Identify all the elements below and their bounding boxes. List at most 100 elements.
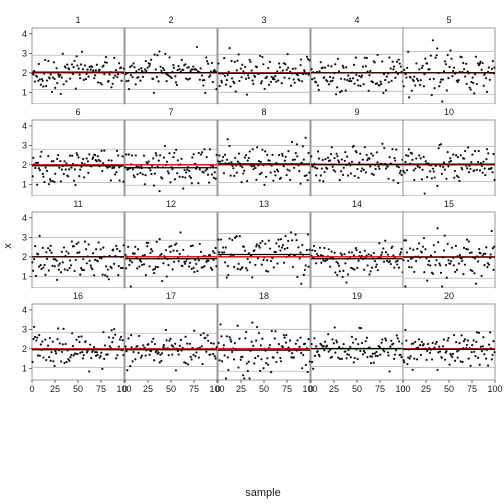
data-point	[329, 265, 332, 268]
data-point	[294, 233, 297, 236]
panel-2: 2	[124, 12, 218, 105]
data-point	[290, 140, 294, 144]
data-point	[96, 155, 99, 158]
data-point	[489, 253, 492, 256]
data-point	[363, 146, 366, 149]
data-point	[226, 356, 229, 359]
data-point	[40, 77, 44, 81]
data-point	[73, 59, 76, 63]
data-point	[315, 81, 318, 84]
data-point	[282, 334, 285, 337]
data-point	[69, 356, 72, 359]
data-point	[257, 244, 261, 247]
y-tick-label: 1	[22, 363, 27, 373]
data-point	[225, 158, 229, 161]
data-point	[354, 56, 357, 59]
data-point	[436, 368, 439, 372]
panel-plot-area	[217, 27, 311, 105]
data-point	[217, 341, 220, 345]
data-point	[390, 79, 393, 82]
data-point	[119, 266, 122, 270]
data-point	[313, 77, 316, 80]
data-point	[279, 360, 283, 363]
data-point	[475, 340, 478, 343]
panel-strip	[32, 196, 124, 212]
y-tick-label: 3	[22, 324, 27, 334]
data-point	[148, 353, 151, 356]
data-point	[186, 363, 190, 366]
data-point	[412, 342, 415, 345]
data-point	[288, 339, 292, 342]
data-point	[482, 160, 485, 163]
data-point	[417, 79, 420, 82]
data-point	[348, 77, 352, 80]
data-point	[118, 62, 121, 65]
data-point	[407, 148, 410, 151]
data-point	[219, 323, 222, 326]
data-point	[420, 178, 423, 181]
data-point	[299, 251, 302, 254]
data-point	[127, 79, 130, 82]
data-point	[406, 362, 409, 366]
data-point	[67, 175, 70, 178]
data-point	[487, 152, 490, 155]
data-point	[51, 264, 54, 268]
data-point	[50, 90, 54, 94]
data-point	[121, 266, 124, 270]
data-point	[490, 67, 494, 71]
data-point	[189, 176, 193, 179]
data-point	[44, 273, 47, 276]
data-point	[426, 62, 429, 65]
data-point	[378, 242, 381, 245]
data-point	[132, 174, 135, 177]
data-point	[303, 69, 306, 72]
data-point	[56, 338, 59, 341]
data-point	[94, 69, 97, 72]
data-point	[284, 234, 287, 238]
data-point	[357, 259, 360, 262]
data-point	[38, 354, 41, 357]
data-point	[139, 356, 143, 359]
data-point	[88, 259, 91, 262]
data-point	[135, 70, 138, 73]
data-point	[117, 345, 120, 348]
panel-strip	[125, 196, 217, 212]
data-point	[397, 166, 400, 169]
data-point	[327, 248, 330, 251]
data-point	[350, 160, 354, 163]
data-point	[344, 89, 347, 92]
data-point	[67, 358, 70, 361]
data-point	[282, 62, 285, 65]
data-point	[320, 343, 323, 347]
data-point	[183, 168, 186, 172]
data-point	[394, 76, 397, 79]
data-point	[137, 76, 140, 79]
data-point	[381, 338, 384, 341]
data-point	[218, 154, 221, 157]
data-point	[349, 356, 352, 359]
data-point	[292, 356, 295, 359]
data-point	[253, 75, 257, 79]
data-point	[413, 178, 416, 182]
data-point	[182, 187, 185, 190]
data-point	[406, 66, 409, 69]
data-point	[165, 275, 168, 278]
data-point	[147, 343, 150, 346]
data-point	[456, 356, 459, 359]
data-point	[284, 341, 287, 344]
data-point	[227, 368, 230, 372]
data-point	[47, 154, 50, 158]
data-point	[70, 166, 73, 169]
data-point	[143, 68, 147, 71]
data-point	[439, 81, 442, 84]
data-point	[472, 339, 475, 342]
data-point	[473, 92, 476, 95]
data-point	[307, 151, 310, 154]
data-point	[62, 327, 65, 330]
data-point	[139, 79, 142, 82]
data-point	[485, 90, 489, 93]
data-point	[51, 340, 54, 343]
data-point	[134, 245, 137, 248]
data-point	[484, 173, 487, 177]
data-point	[85, 262, 88, 265]
